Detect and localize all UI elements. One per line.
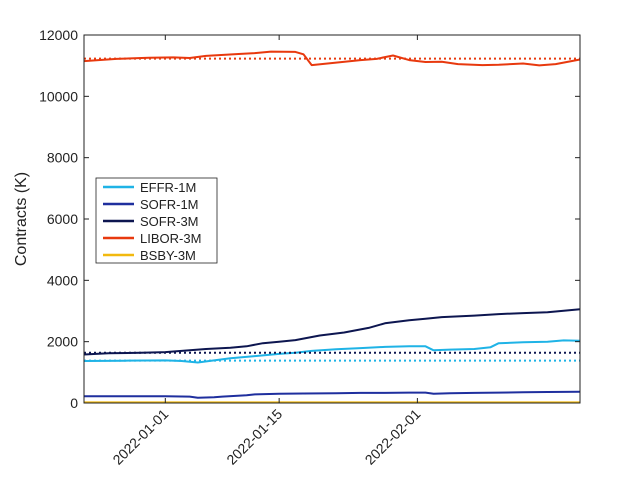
y-axis-label: Contracts (K)	[13, 172, 30, 266]
y-tick-label: 8000	[47, 150, 78, 166]
x-tick-label: 2022-01-01	[109, 406, 171, 468]
series-line-sofr-1m	[84, 390, 581, 399]
y-tick-label: 12000	[39, 27, 78, 43]
y-tick-label: 2000	[47, 334, 78, 350]
legend-label-sofr-1m: SOFR-1M	[140, 197, 199, 212]
legend-items: EFFR-1M SOFR-1M SOFR-3M LIBOR-3M BSBY-3M	[103, 180, 201, 263]
y-axis-ticks: 0 2000 4000 6000 8000 10000 12000	[39, 27, 580, 411]
x-tick-label: 2022-02-01	[362, 406, 424, 468]
series-line-sofr-3m	[83, 308, 581, 356]
legend-label-sofr-3m: SOFR-3M	[140, 214, 199, 229]
legend-label-effr-1m: EFFR-1M	[140, 180, 196, 195]
legend-label-libor-3m: LIBOR-3M	[140, 231, 201, 246]
y-tick-label: 4000	[47, 272, 78, 288]
y-tick-label: 0	[70, 395, 78, 411]
y-tick-label: 10000	[39, 88, 78, 104]
series-layer	[83, 50, 581, 404]
y-tick-label: 6000	[47, 211, 78, 227]
legend-label-bsby-3m: BSBY-3M	[140, 248, 196, 263]
legend: EFFR-1M SOFR-1M SOFR-3M LIBOR-3M BSBY-3M	[95, 177, 218, 264]
series-line-libor-3m	[83, 50, 581, 67]
x-tick-label: 2022-01-15	[223, 406, 285, 468]
series-line-effr-1m	[83, 339, 581, 364]
